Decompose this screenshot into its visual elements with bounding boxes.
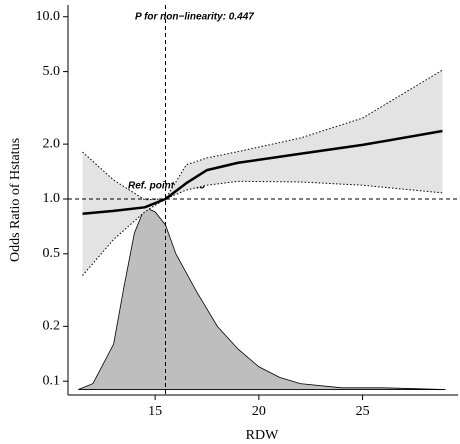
y-tick-label: 10.0 [36, 9, 61, 24]
x-tick-label: 15 [148, 404, 162, 419]
confidence-band [82, 70, 443, 276]
y-tick-label: 0.1 [43, 373, 61, 388]
ci-upper [82, 69, 443, 201]
density [78, 206, 446, 390]
curve [82, 129, 443, 215]
x-axis-label: RDW [246, 428, 279, 443]
y-tick-label: 2.0 [43, 136, 61, 151]
y-axis-label: Odds Ratio of Hstatus [8, 138, 23, 262]
y-tick-label: 0.5 [43, 246, 61, 261]
y-tick-label: 1.0 [43, 191, 61, 206]
y-tick-label: 0.2 [43, 319, 61, 334]
annotation: P for non−linearity: 0.447 [135, 12, 254, 23]
annotation: Ref. point = 15.5 [128, 181, 205, 192]
x-tick-label: 25 [356, 404, 370, 419]
y-tick-label: 5.0 [43, 64, 61, 79]
x-tick-label: 20 [252, 404, 266, 419]
